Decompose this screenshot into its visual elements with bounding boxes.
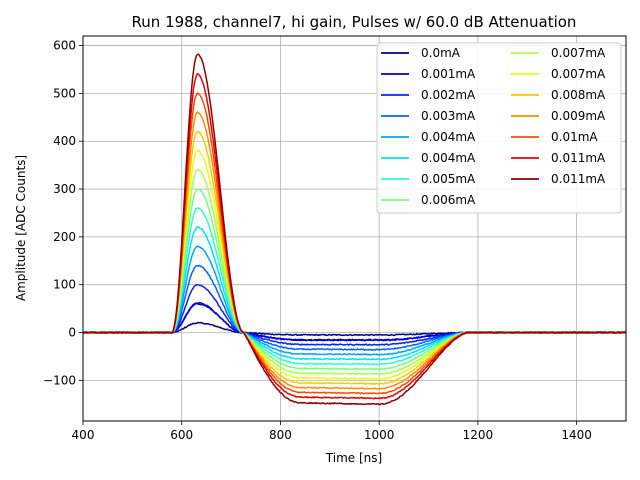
legend-label: 0.007mA <box>551 46 606 60</box>
x-tick-label: 1400 <box>561 428 592 442</box>
y-tick-label: 600 <box>53 39 76 53</box>
legend-box <box>376 42 622 214</box>
plot-frame <box>82 35 627 422</box>
y-tick-label: 200 <box>53 230 76 244</box>
legend-label: 0.011mA <box>551 172 606 186</box>
legend-label: 0.004mA <box>421 130 476 144</box>
legend-label: 0.006mA <box>421 193 476 207</box>
y-tick-label: 500 <box>53 86 76 100</box>
x-tick-label: 600 <box>170 428 193 442</box>
legend-label: 0.004mA <box>421 151 476 165</box>
legend-label: 0.009mA <box>551 109 606 123</box>
y-tick-label: 0 <box>68 326 76 340</box>
x-tick-label: 1200 <box>463 428 494 442</box>
legend-label: 0.005mA <box>421 172 476 186</box>
x-tick-label: 400 <box>72 428 95 442</box>
legend-label: 0.003mA <box>421 109 476 123</box>
legend-label: 0.008mA <box>551 88 606 102</box>
legend: 0.0mA 0.001mA 0.002mA 0.003mA 0.004mA 0.004mA… <box>376 42 622 214</box>
legend-label: 0.007mA <box>551 67 606 81</box>
x-tick-label: 800 <box>269 428 292 442</box>
legend-label: 0.011mA <box>551 151 606 165</box>
y-tick-label: 100 <box>53 278 76 292</box>
y-axis: −100 0 100 200 300 400 500 600 <box>43 39 83 387</box>
y-tick-label: −100 <box>43 373 76 387</box>
x-tick-label: 1000 <box>364 428 395 442</box>
legend-label: 0.002mA <box>421 88 476 102</box>
chart-title: Run 1988, channel7, hi gain, Pulses w/ 6… <box>132 13 577 31</box>
legend-label: 0.001mA <box>421 67 476 81</box>
x-axis-label: Time [ns] <box>325 451 382 465</box>
y-tick-label: 300 <box>53 182 76 196</box>
series-line <box>82 53 627 406</box>
series-layer <box>82 53 627 406</box>
legend-label: 0.0mA <box>421 46 461 60</box>
y-tick-label: 400 <box>53 134 76 148</box>
x-axis: 400 600 800 1000 1200 1400 <box>72 421 592 442</box>
y-axis-label: Amplitude [ADC Counts] <box>14 155 28 301</box>
legend-label: 0.01mA <box>551 130 598 144</box>
